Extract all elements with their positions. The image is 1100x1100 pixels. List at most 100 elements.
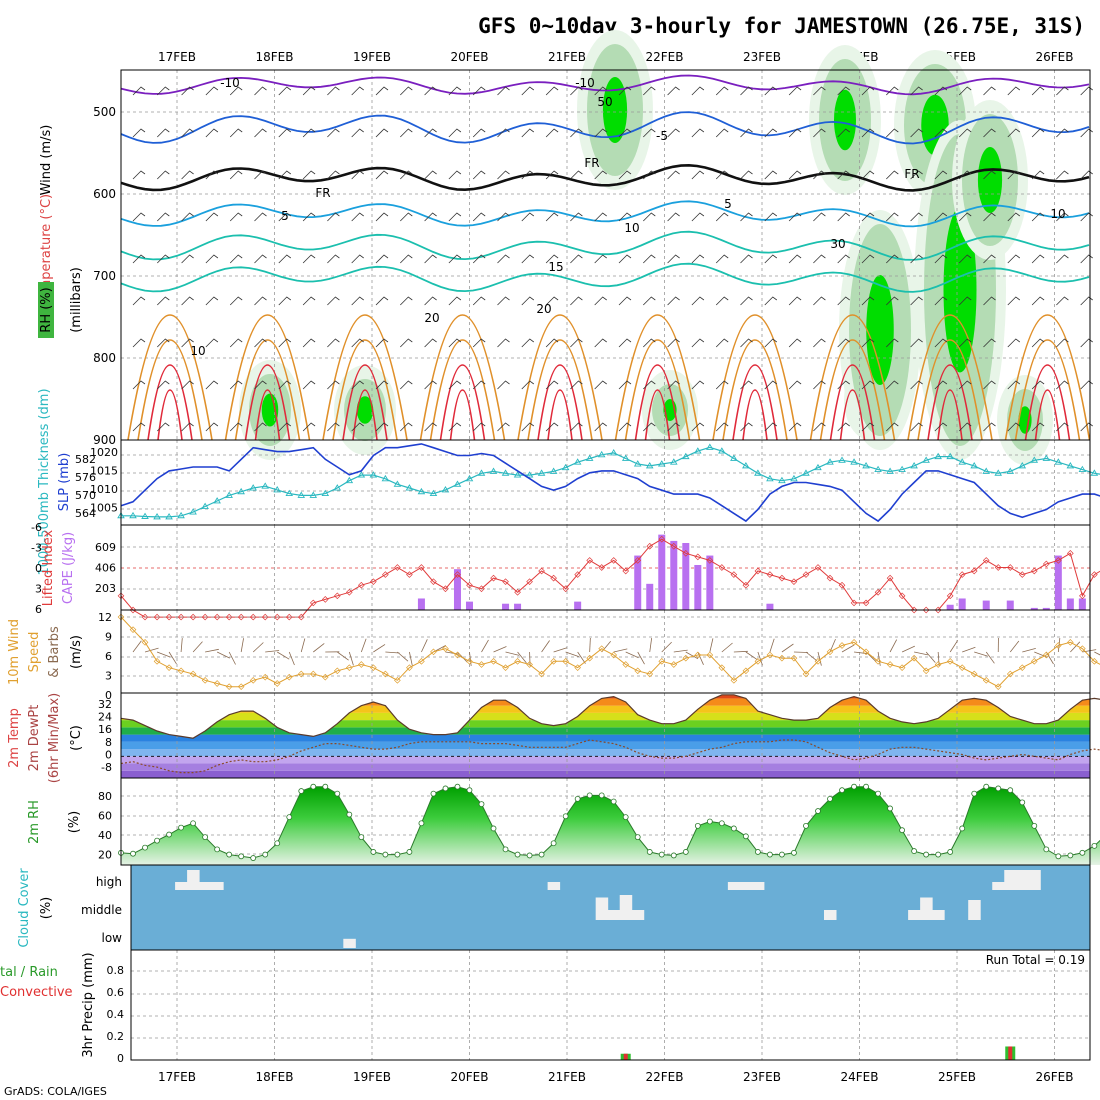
wind-speed-point (1018, 664, 1026, 671)
cloud-cell (187, 870, 200, 890)
rh-point (863, 783, 869, 790)
upper-wind-barb (181, 380, 194, 390)
upper-wind-barb (594, 254, 607, 264)
surface-wind-barb (205, 648, 219, 653)
rh-point (526, 852, 533, 859)
surface-wind-barb (949, 640, 959, 653)
upper-wind-barb (618, 338, 632, 348)
upper-wind-barb (327, 128, 340, 138)
rh-shade-high (356, 396, 374, 424)
lifted-index-point (538, 567, 545, 575)
lifted-index-point (273, 613, 281, 621)
thickness-point (129, 511, 137, 519)
upper-wind-barb (497, 170, 510, 180)
rh-point (250, 855, 257, 861)
lifted-index-point (934, 606, 942, 614)
surface-wind-barb (445, 651, 460, 655)
thickness-point (489, 467, 498, 474)
warm-dome-contour (547, 389, 573, 441)
thickness-point (309, 491, 318, 498)
upper-wind-barb (132, 212, 146, 222)
upper-wind-barb (497, 128, 510, 138)
rh-tick-label: 40 (98, 829, 112, 842)
upper-wind-barb (351, 338, 364, 348)
li-tick-label: -3 (31, 542, 42, 555)
upper-wind-barb (497, 86, 510, 96)
contour-label: FR (315, 186, 330, 200)
top-date-label: 19FEB (353, 50, 391, 64)
warm-dome-contour (332, 339, 398, 441)
upper-wind-barb (254, 128, 267, 138)
warm-dome-contour (537, 364, 583, 441)
upper-wind-barb (813, 170, 826, 180)
upper-wind-barb (983, 296, 996, 306)
upper-wind-barb (861, 212, 875, 222)
rh-point (971, 790, 978, 797)
upper-wind-barb (132, 422, 146, 432)
wind-speed-point (886, 661, 894, 668)
precip-tick-label: 0.2 (107, 1030, 125, 1043)
upper-wind-barb (472, 170, 486, 180)
surface-wind-barb (661, 641, 672, 653)
lifted-index-point (478, 585, 485, 593)
upper-wind-barb (764, 296, 778, 306)
lifted-index-point (778, 574, 786, 582)
upper-wind-barb (375, 212, 389, 222)
upper-wind-barb (132, 254, 146, 264)
upper-wind-barb (764, 128, 778, 138)
upper-wind-barb (958, 86, 972, 96)
upper-wind-barb (181, 170, 194, 180)
wind-speed-point (826, 648, 834, 656)
upper-wind-barb (1080, 254, 1093, 264)
lifted-index-point (814, 564, 822, 571)
thickness-point (862, 461, 870, 469)
wind-speed-point (598, 645, 606, 652)
upper-wind-barb (1007, 380, 1021, 390)
rh-point (442, 785, 449, 792)
slp-line (120, 443, 1100, 523)
wind-speed-point (249, 677, 257, 684)
pressure-tick-label: 800 (93, 351, 116, 365)
wind-speed-point (1030, 658, 1038, 665)
upper-wind-barb (983, 212, 996, 222)
wind-speed-point (478, 661, 485, 668)
pressure-tick-label: 600 (93, 187, 116, 201)
upper-wind-barb (327, 296, 340, 306)
upper-wind-barb (327, 338, 340, 348)
cape-bar (946, 604, 954, 610)
upper-wind-barb (375, 254, 389, 264)
upper-wind-barb (205, 338, 219, 348)
temp-axis-label-b: 2m DewPt (27, 705, 42, 772)
upper-wind-barb (278, 296, 292, 306)
upper-wind-barb (667, 128, 680, 138)
upper-wind-barb (302, 86, 316, 96)
lifted-index-point (1067, 550, 1074, 557)
upper-wind-barb (205, 254, 219, 264)
lifted-index-point (946, 592, 954, 600)
rh-point (190, 820, 197, 827)
rh-point (815, 808, 821, 814)
lifted-index-point (910, 606, 918, 614)
contour-label: 5 (281, 209, 289, 223)
surface-wind-barb (228, 651, 236, 665)
upper-wind-barb (958, 338, 972, 348)
upper-wind-barb (497, 212, 510, 222)
warm-dome-contour (732, 364, 778, 441)
warm-dome-contour (352, 389, 378, 441)
upper-wind-barb (1007, 170, 1021, 180)
thickness-tick-label: 570 (75, 489, 96, 502)
wind-speed-point (526, 661, 533, 668)
upper-wind-barb (229, 170, 243, 180)
upper-wind-barb (545, 86, 559, 96)
lifted-index-point (706, 557, 714, 564)
upper-wind-barb (424, 86, 437, 96)
upper-wind-barb (715, 128, 729, 138)
wind-speed-point (514, 658, 521, 665)
upper-wind-barb (254, 380, 267, 390)
rh-point (1067, 852, 1074, 859)
rh-point (718, 820, 725, 827)
thickness-point (682, 452, 690, 460)
wind-speed-point (1067, 639, 1074, 646)
thickness-point (706, 443, 714, 450)
